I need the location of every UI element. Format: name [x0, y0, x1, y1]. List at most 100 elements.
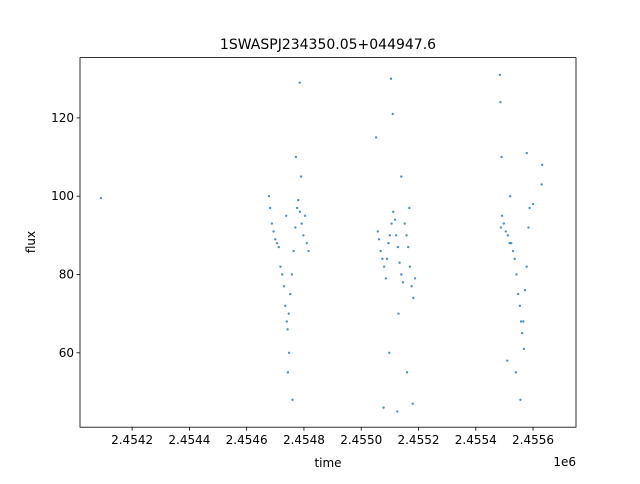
data-point [391, 112, 394, 116]
data-point [374, 136, 378, 139]
data-point [291, 398, 294, 401]
data-point [403, 222, 406, 225]
data-point [284, 214, 288, 217]
data-point [392, 210, 395, 214]
x-tick-label: 2.4550 [340, 433, 382, 447]
data-point [400, 273, 403, 276]
x-tick-label: 2.4556 [512, 433, 554, 447]
x-tick-label: 2.4552 [397, 433, 439, 447]
data-point [405, 234, 408, 237]
data-point [400, 175, 403, 178]
data-point [508, 241, 511, 245]
data-point [299, 175, 303, 178]
data-point [520, 332, 524, 335]
data-point [302, 234, 305, 237]
data-point [412, 296, 415, 300]
data-point [382, 265, 386, 268]
data-point [298, 210, 302, 214]
data-point [506, 234, 510, 237]
data-point [298, 81, 301, 84]
x-tick-label: 2.4554 [455, 433, 497, 447]
data-point [541, 163, 544, 167]
data-point [381, 257, 384, 261]
data-point [413, 277, 417, 280]
data-point [305, 241, 309, 245]
data-point [294, 226, 297, 229]
data-point [275, 241, 279, 245]
data-point [394, 234, 398, 237]
data-point [99, 196, 103, 200]
x-axis-label: time [314, 456, 341, 470]
data-point [387, 241, 390, 245]
data-point [500, 155, 503, 159]
data-point [379, 249, 382, 253]
data-point [288, 292, 292, 296]
data-point [531, 202, 535, 206]
x-tick-label: 2.4544 [168, 433, 210, 447]
data-point [408, 265, 412, 268]
data-point [411, 402, 414, 405]
data-point [515, 273, 518, 276]
data-point [280, 273, 284, 276]
data-point [522, 347, 526, 351]
data-point [510, 241, 513, 245]
data-point [499, 226, 503, 229]
data-point [511, 249, 515, 253]
data-point [286, 371, 290, 374]
data-point [522, 320, 525, 323]
data-point [519, 398, 522, 401]
data-point [385, 257, 389, 261]
data-point [384, 277, 388, 280]
data-point [268, 206, 272, 210]
data-point [396, 245, 400, 249]
data-point [267, 195, 271, 198]
data-point [272, 230, 275, 233]
data-point [277, 245, 280, 249]
data-point [528, 206, 531, 210]
x-tick-label: 2.4546 [226, 433, 268, 447]
data-point [397, 312, 400, 315]
data-point [270, 222, 274, 225]
data-point [401, 281, 405, 284]
data-point [393, 218, 397, 221]
data-point [297, 198, 300, 202]
data-point [499, 101, 502, 104]
data-point [519, 320, 523, 323]
data-point [303, 214, 307, 217]
x-offset-label: 1e6 [553, 455, 576, 469]
data-point [525, 265, 528, 268]
data-point [388, 351, 391, 355]
data-point [286, 328, 289, 331]
data-point [523, 288, 527, 292]
data-point [282, 285, 286, 288]
data-point [405, 371, 409, 374]
data-point [504, 230, 508, 233]
y-tick-label: 100 [51, 189, 74, 203]
data-point [525, 151, 528, 155]
data-point [382, 406, 385, 409]
data-point [516, 292, 520, 296]
data-point [513, 257, 516, 261]
data-point [506, 359, 509, 362]
data-point [377, 238, 381, 241]
data-point [290, 273, 294, 276]
data-point [540, 183, 543, 186]
y-axis-label: flux [24, 231, 38, 253]
data-point [410, 285, 413, 288]
data-point [514, 371, 518, 374]
data-point [406, 245, 410, 249]
data-point [390, 222, 393, 225]
data-point [307, 249, 310, 253]
data-point [300, 222, 303, 225]
data-point [287, 351, 291, 355]
y-tick-label: 80 [59, 268, 74, 282]
data-point [408, 206, 411, 210]
data-point [285, 320, 288, 323]
data-point [500, 214, 504, 217]
data-point [502, 222, 506, 225]
data-point [527, 226, 530, 229]
y-tick-label: 60 [59, 346, 74, 360]
data-point [292, 249, 295, 253]
data-point [498, 73, 502, 77]
plot-frame [79, 57, 577, 428]
